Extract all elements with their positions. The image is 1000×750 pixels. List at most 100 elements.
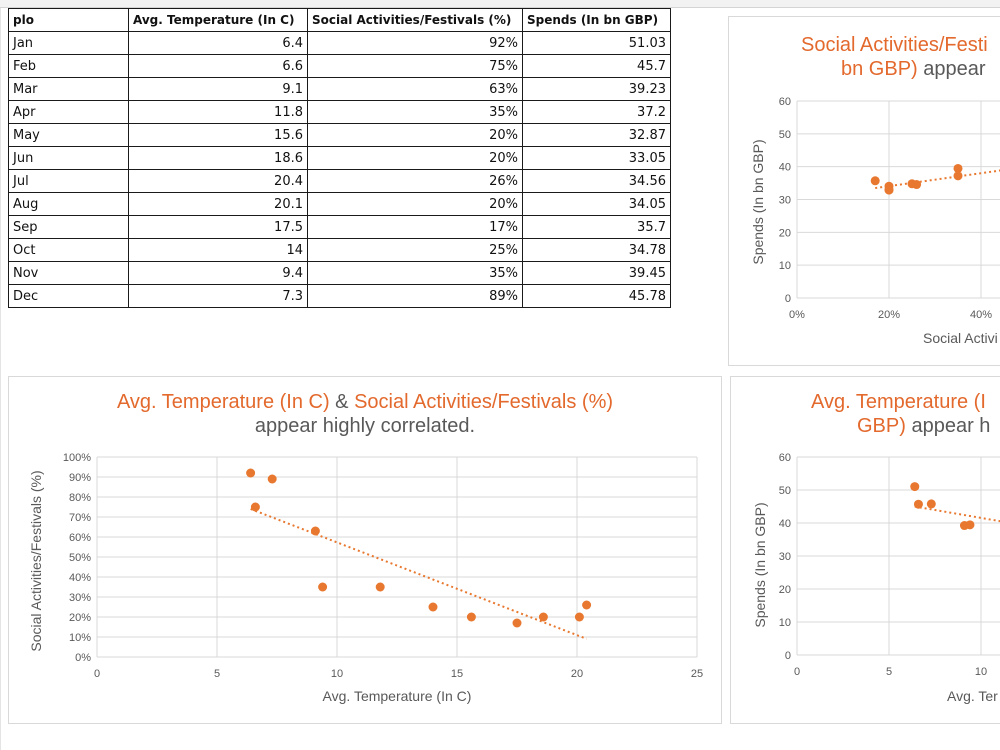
value-cell[interactable]: 75% [307,54,523,78]
month-cell[interactable]: Mar [8,77,129,101]
value-cell[interactable]: 32.87 [522,123,671,147]
table-row: Feb 6.6 75% 45.7 [8,54,671,78]
x-axis-label: Social Activi [923,330,998,346]
y-tick-label: 50 [779,129,791,141]
header-cell[interactable]: Social Activities/Festivals (%) [307,8,523,32]
header-cell[interactable]: plo [8,8,129,32]
chart-temp-vs-spends[interactable]: Avg. Temperature (I GBP) appear h Avg. T… [730,376,1000,724]
value-cell[interactable]: 20% [307,192,523,216]
data-point [926,499,936,509]
data-point [318,582,328,592]
value-cell[interactable]: 6.6 [128,54,308,78]
x-axis-label: Avg. Ter [947,688,998,704]
data-point [375,582,385,592]
data-point [870,176,880,186]
value-cell[interactable]: 15.6 [128,123,308,147]
month-cell[interactable]: Oct [8,238,129,262]
x-tick-label: 0% [789,309,805,321]
header-cell[interactable]: Spends (In bn GBP) [522,8,671,32]
value-cell[interactable]: 39.45 [522,261,671,285]
chart-temp-vs-spends-svg: Avg. Temperature (I GBP) appear h Avg. T… [752,391,1000,704]
y-axis-label: Social Activities/Festivals (%) [28,470,44,651]
x-tick-label: 10 [975,666,987,678]
value-cell[interactable]: 45.78 [522,284,671,308]
month-cell[interactable]: May [8,123,129,147]
month-cell[interactable]: Jul [8,169,129,193]
value-cell[interactable]: 34.56 [522,169,671,193]
value-cell[interactable]: 39.23 [522,77,671,101]
data-point [953,163,963,173]
table-row: Sep 17.5 17% 35.7 [8,215,671,239]
chart-temp-vs-social[interactable]: Avg. Temperature (In C) & Social Activit… [8,376,722,724]
value-cell[interactable]: 89% [307,284,523,308]
chart-title-line1: Avg. Temperature (I [811,391,986,413]
chart-title-line2: GBP) appear h [857,415,990,437]
table-row: Jun 18.6 20% 33.05 [8,146,671,170]
value-cell[interactable]: 14 [128,238,308,262]
y-tick-label: 40 [779,162,791,174]
value-cell[interactable]: 26% [307,169,523,193]
value-cell[interactable]: 92% [307,31,523,55]
y-tick-label: 30 [779,195,791,207]
value-cell[interactable]: 45.7 [522,54,671,78]
x-tick-label: 10 [331,668,343,680]
value-cell[interactable]: 20% [307,123,523,147]
value-cell[interactable]: 63% [307,77,523,101]
chart-title-line1: Social Activities/Festi [801,34,988,56]
value-cell[interactable]: 35.7 [522,215,671,239]
x-tick-label: 0 [794,666,800,678]
value-cell[interactable]: 7.3 [128,284,308,308]
value-cell[interactable]: 9.1 [128,77,308,101]
y-tick-label: 10 [779,617,791,629]
month-cell[interactable]: Nov [8,261,129,285]
month-cell[interactable]: Dec [8,284,129,308]
data-point [246,468,256,478]
value-cell[interactable]: 11.8 [128,100,308,124]
chart-social-vs-spends[interactable]: Social Activities/Festi bn GBP) appear S… [728,16,1000,366]
data-point [907,179,917,189]
value-cell[interactable]: 20% [307,146,523,170]
y-tick-label: 60% [69,532,91,544]
month-cell[interactable]: Apr [8,100,129,124]
chart-title-part: bn GBP) [841,58,918,80]
data-point [466,612,476,622]
chart-title-line1: Avg. Temperature (In C) & Social Activit… [117,391,613,413]
x-axis-label: Avg. Temperature (In C) [323,688,472,704]
value-cell[interactable]: 35% [307,261,523,285]
value-cell[interactable]: 20.1 [128,192,308,216]
header-cell[interactable]: Avg. Temperature (In C) [128,8,308,32]
month-cell[interactable]: Jan [8,31,129,55]
data-point [574,612,584,622]
value-cell[interactable]: 35% [307,100,523,124]
chart-title-line2: bn GBP) appear [841,58,986,80]
y-tick-label: 50% [69,552,91,564]
x-tick-label: 5 [886,666,892,678]
x-tick-label: 15 [451,668,463,680]
month-cell[interactable]: Feb [8,54,129,78]
value-cell[interactable]: 34.78 [522,238,671,262]
value-cell[interactable]: 20.4 [128,169,308,193]
x-tick-label: 20 [571,668,583,680]
month-cell[interactable]: Sep [8,215,129,239]
value-cell[interactable]: 6.4 [128,31,308,55]
value-cell[interactable]: 51.03 [522,31,671,55]
value-cell[interactable]: 18.6 [128,146,308,170]
month-cell[interactable]: Jun [8,146,129,170]
x-tick-label: 5 [214,668,220,680]
value-cell[interactable]: 33.05 [522,146,671,170]
y-tick-label: 60 [779,96,791,108]
value-cell[interactable]: 37.2 [522,100,671,124]
table-header-row: plo Avg. Temperature (In C) Social Activ… [8,8,671,32]
data-point [965,520,975,530]
value-cell[interactable]: 17.5 [128,215,308,239]
value-cell[interactable]: 25% [307,238,523,262]
value-cell[interactable]: 9.4 [128,261,308,285]
value-cell[interactable]: 17% [307,215,523,239]
month-cell[interactable]: Aug [8,192,129,216]
formula-bar-edge [0,0,1000,8]
data-point [428,602,438,612]
value-cell[interactable]: 34.05 [522,192,671,216]
y-tick-label: 40 [779,518,791,530]
y-tick-label: 40% [69,572,91,584]
x-tick-label: 25 [691,668,703,680]
